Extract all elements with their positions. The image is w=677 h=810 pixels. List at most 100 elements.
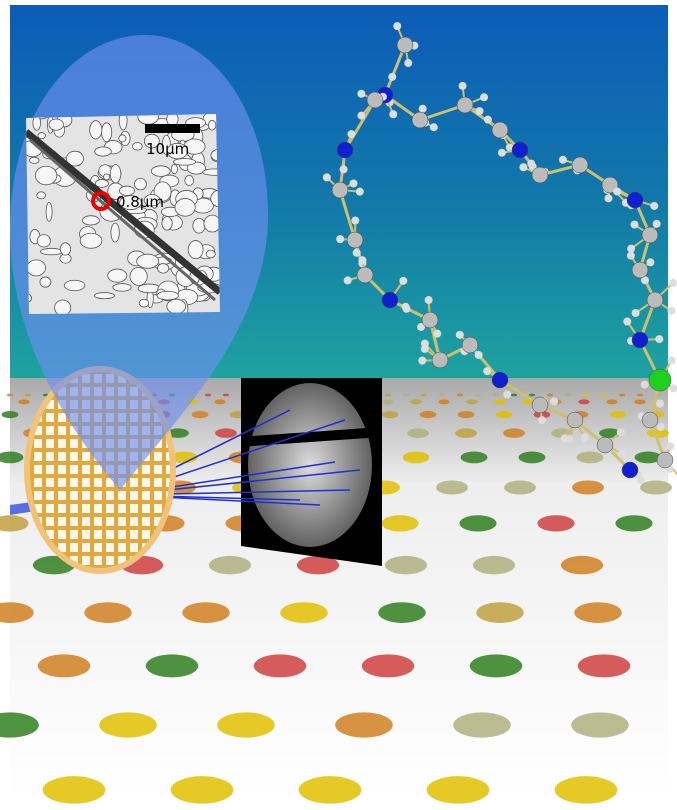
floor-molecule bbox=[0, 712, 39, 738]
cell bbox=[172, 158, 197, 166]
floor-molecule bbox=[253, 654, 307, 678]
floor-molecule bbox=[1, 410, 19, 419]
atom bbox=[511, 141, 529, 159]
cell bbox=[79, 232, 103, 249]
cell bbox=[63, 279, 86, 292]
atom bbox=[631, 309, 640, 318]
atom bbox=[483, 367, 492, 376]
floor-molecule bbox=[381, 410, 399, 419]
atom bbox=[418, 104, 427, 113]
atom bbox=[480, 93, 489, 102]
floor-molecule bbox=[191, 410, 209, 419]
atom bbox=[604, 194, 613, 203]
atom bbox=[646, 291, 664, 309]
cell bbox=[187, 240, 204, 260]
bond bbox=[338, 189, 357, 241]
cell bbox=[36, 191, 46, 200]
atom bbox=[455, 330, 464, 339]
cell bbox=[118, 134, 127, 143]
floor-molecule bbox=[217, 712, 275, 738]
atom bbox=[640, 276, 649, 285]
cell bbox=[81, 215, 100, 226]
atom bbox=[528, 162, 537, 171]
atom bbox=[458, 81, 467, 90]
atom bbox=[623, 317, 632, 326]
atom bbox=[613, 187, 622, 196]
atom bbox=[531, 166, 549, 184]
atom bbox=[399, 276, 408, 285]
cell bbox=[132, 142, 143, 151]
molecule-chain bbox=[322, 22, 677, 484]
floor-molecule bbox=[609, 410, 627, 419]
atom bbox=[646, 258, 655, 267]
atom bbox=[357, 89, 366, 98]
atom bbox=[456, 96, 474, 114]
grid-bar bbox=[30, 487, 170, 491]
atom bbox=[331, 181, 349, 199]
floor-molecule bbox=[24, 393, 32, 397]
floor-molecule bbox=[615, 515, 653, 532]
floor-molecule bbox=[214, 399, 226, 405]
atom bbox=[650, 201, 659, 210]
floor-molecule bbox=[167, 428, 189, 438]
floor-molecule bbox=[634, 399, 646, 405]
atom bbox=[352, 248, 361, 257]
atom bbox=[497, 148, 506, 157]
floor-molecule bbox=[170, 776, 234, 804]
atom bbox=[417, 323, 426, 332]
floor-molecule bbox=[204, 393, 212, 397]
diffraction-pattern bbox=[248, 383, 372, 547]
floor-molecule bbox=[504, 480, 536, 495]
atom bbox=[503, 390, 512, 399]
floor-molecule bbox=[466, 399, 478, 405]
cell bbox=[203, 214, 220, 233]
grid-bar bbox=[30, 372, 34, 568]
floor-molecule bbox=[298, 776, 362, 804]
floor-molecule bbox=[382, 399, 394, 405]
floor-molecule bbox=[528, 393, 536, 397]
cell bbox=[174, 198, 196, 217]
cell bbox=[156, 290, 179, 301]
atom bbox=[336, 235, 345, 244]
cell bbox=[134, 177, 147, 191]
cell bbox=[166, 298, 187, 314]
floor-molecule bbox=[402, 451, 430, 464]
atom bbox=[655, 335, 664, 344]
cell bbox=[119, 185, 135, 196]
cell bbox=[103, 173, 111, 181]
atom bbox=[531, 396, 549, 414]
atom bbox=[641, 226, 659, 244]
atom bbox=[418, 356, 427, 365]
floor-molecule bbox=[436, 480, 468, 495]
floor-molecule bbox=[407, 428, 429, 438]
floor-molecule bbox=[577, 654, 631, 678]
floor-molecule bbox=[420, 393, 428, 397]
atom bbox=[626, 251, 635, 260]
atom bbox=[631, 261, 649, 279]
atom bbox=[357, 111, 366, 120]
grid-bar bbox=[66, 372, 70, 568]
cell bbox=[143, 133, 160, 149]
floor-molecule bbox=[222, 393, 230, 397]
atom bbox=[401, 302, 410, 311]
floor-molecule bbox=[574, 602, 622, 623]
floor-molecule bbox=[476, 602, 524, 623]
floor-molecule bbox=[571, 712, 629, 738]
floor-molecule bbox=[457, 410, 475, 419]
atom bbox=[640, 380, 649, 389]
floor-molecule bbox=[606, 399, 618, 405]
atom bbox=[358, 256, 367, 265]
atom bbox=[626, 191, 644, 209]
fiber bbox=[26, 129, 220, 295]
atom bbox=[389, 110, 398, 119]
atom bbox=[322, 173, 331, 182]
atom bbox=[630, 220, 639, 229]
atom bbox=[656, 423, 665, 432]
floor-molecule bbox=[503, 428, 525, 438]
atom bbox=[560, 434, 569, 443]
floor-molecule bbox=[419, 410, 437, 419]
cell bbox=[26, 259, 46, 277]
atom bbox=[461, 336, 479, 354]
atom bbox=[655, 399, 664, 408]
